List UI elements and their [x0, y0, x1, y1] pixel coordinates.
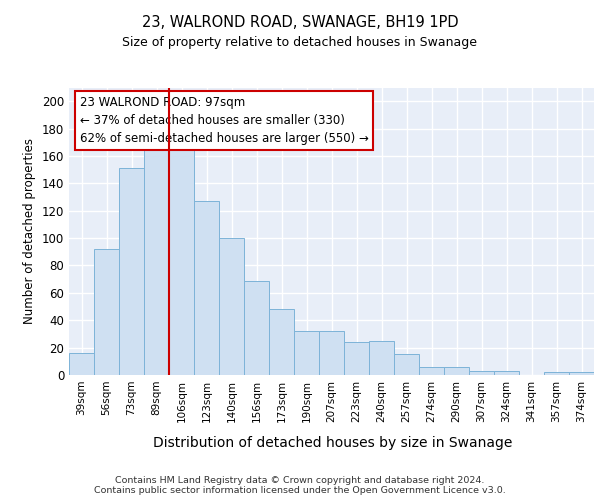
Bar	[119, 168, 144, 375]
Y-axis label: Number of detached properties: Number of detached properties	[23, 138, 36, 324]
Bar	[144, 148, 169, 375]
Bar	[169, 149, 194, 375]
Bar	[494, 371, 519, 375]
Bar	[294, 331, 319, 375]
Bar	[244, 280, 269, 375]
Bar	[69, 353, 94, 375]
Text: Contains HM Land Registry data © Crown copyright and database right 2024.
Contai: Contains HM Land Registry data © Crown c…	[94, 476, 506, 495]
Text: 23 WALROND ROAD: 97sqm
← 37% of detached houses are smaller (330)
62% of semi-de: 23 WALROND ROAD: 97sqm ← 37% of detached…	[79, 96, 368, 145]
Bar	[544, 372, 569, 375]
Text: Size of property relative to detached houses in Swanage: Size of property relative to detached ho…	[122, 36, 478, 49]
Text: 23, WALROND ROAD, SWANAGE, BH19 1PD: 23, WALROND ROAD, SWANAGE, BH19 1PD	[142, 15, 458, 30]
Bar	[419, 367, 444, 375]
Bar	[344, 342, 369, 375]
Bar	[319, 331, 344, 375]
Bar	[94, 249, 119, 375]
Bar	[194, 201, 219, 375]
Bar	[369, 341, 394, 375]
Bar	[569, 372, 594, 375]
Bar	[444, 367, 469, 375]
Text: Distribution of detached houses by size in Swanage: Distribution of detached houses by size …	[154, 436, 512, 450]
Bar	[469, 371, 494, 375]
Bar	[269, 310, 294, 375]
Bar	[219, 238, 244, 375]
Bar	[394, 354, 419, 375]
